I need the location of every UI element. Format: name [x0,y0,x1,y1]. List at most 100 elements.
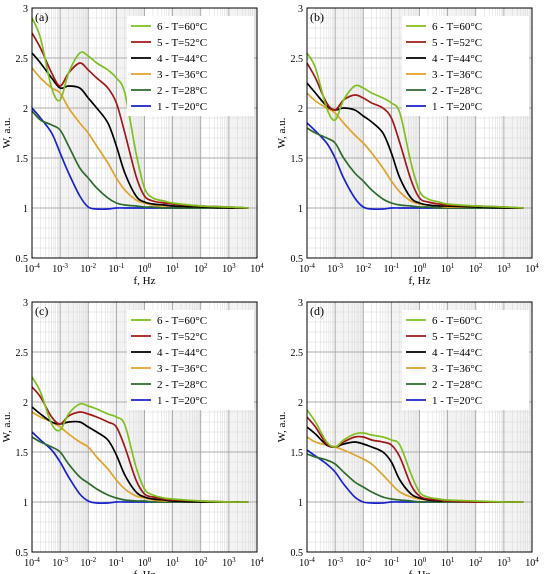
legend-entry: 6 - T=60°C [432,315,482,327]
x-tick-label: 104 [250,556,264,569]
x-tick-label: 102 [469,262,483,275]
x-tick-label: 10-4 [299,556,315,569]
grid-band [60,8,89,258]
x-tick-label: 10-1 [383,556,399,569]
y-tick-label: 0.5 [16,254,29,265]
legend-entry: 6 - T=60°C [157,315,207,327]
series-line [31,32,249,209]
y-tick-label: 2 [23,398,28,409]
x-tick-label: 101 [441,262,455,275]
legend-entry: 1 - T=20°C [432,395,482,407]
legend-entry: 1 - T=20°C [157,395,207,407]
y-tick-label: 2.5 [16,348,29,359]
panel-label: (a) [35,10,48,24]
x-tick-label: 10-3 [327,262,343,275]
y-tick-label: 1 [298,204,303,215]
y-tick-label: 1 [298,498,303,509]
y-tick-label: 2 [23,104,28,115]
legend-entry: 6 - T=60°C [157,21,207,33]
x-tick-label: 10-4 [299,262,315,275]
y-tick-label: 1.5 [16,154,29,165]
x-axis-label: f, Hz [134,569,156,574]
x-tick-label: 100 [413,262,427,275]
series-line [306,92,524,209]
legend-entry: 1 - T=20°C [432,101,482,113]
chart-panel: 0.5 1 1.5 2 2.5 3 10-4 10-3 10-2 10-1 100 101 102 103… [1,4,264,287]
y-tick-label: 1.5 [291,154,304,165]
x-tick-label: 10-2 [80,262,96,275]
x-tick-label: 10-2 [80,556,96,569]
series-line [31,376,249,503]
y-tick-label: 0.5 [291,548,304,559]
x-tick-label: 10-1 [108,262,124,275]
chart-panel: 0.5 1 1.5 2 2.5 3 10-4 10-3 10-2 10-1 100 101 102 103… [276,298,539,574]
series-line [306,52,524,209]
y-tick-label: 3 [298,4,303,15]
plot-frame [31,301,258,553]
series-line [306,409,524,503]
y-tick-label: 1 [23,204,28,215]
x-tick-label: 10-1 [108,556,124,569]
x-axis-label: f, Hz [409,275,431,287]
y-axis-label: W, a.u. [1,117,13,148]
plot-frame [306,301,533,553]
x-tick-label: 10-3 [52,262,68,275]
y-tick-label: 2.5 [291,54,304,65]
y-tick-label: 2.5 [291,348,304,359]
series-line [306,62,524,209]
legend-entry: 1 - T=20°C [157,101,207,113]
panel-label: (c) [35,304,48,318]
x-tick-label: 100 [413,556,427,569]
x-tick-label: 103 [222,556,236,569]
legend-entry: 4 - T=44°C [432,53,482,65]
x-tick-label: 102 [469,556,483,569]
x-tick-label: 100 [138,262,152,275]
series-line [31,436,249,503]
legend-box [402,310,529,410]
y-tick-label: 1 [23,498,28,509]
y-axis-label: W, a.u. [276,117,288,148]
y-tick-label: 1.5 [16,448,29,459]
plot-frame [306,7,533,259]
plot-frame [31,7,258,259]
series-line [31,17,249,209]
legend-entry: 5 - T=52°C [157,37,207,49]
y-tick-label: 3 [23,4,28,15]
x-tick-label: 104 [525,262,539,275]
legend-box [402,16,529,116]
x-tick-label: 102 [194,262,208,275]
x-axis-label: f, Hz [134,275,156,287]
y-tick-label: 1.5 [291,448,304,459]
x-tick-label: 10-2 [355,262,371,275]
y-tick-label: 2 [298,104,303,115]
chart-panel: 0.5 1 1.5 2 2.5 3 10-4 10-3 10-2 10-1 100 101 102 103… [1,298,264,574]
series-line [31,386,249,503]
legend-entry: 3 - T=36°C [432,363,482,375]
x-tick-label: 10-3 [52,556,68,569]
x-tick-label: 101 [166,556,180,569]
x-tick-label: 100 [138,556,152,569]
grid-band [335,302,364,552]
x-tick-label: 101 [166,262,180,275]
y-axis-label: W, a.u. [1,411,13,442]
grid-band [60,302,89,552]
legend-entry: 4 - T=44°C [432,347,482,359]
y-tick-label: 3 [23,298,28,309]
legend-entry: 5 - T=52°C [432,37,482,49]
x-tick-label: 102 [194,556,208,569]
x-tick-label: 104 [250,262,264,275]
x-tick-label: 103 [497,262,511,275]
legend-entry: 6 - T=60°C [432,21,482,33]
x-tick-label: 10-3 [327,556,343,569]
y-axis-label: W, a.u. [276,411,288,442]
chart-panel: 0.5 1 1.5 2 2.5 3 10-4 10-3 10-2 10-1 100 101 102 103… [276,4,539,287]
legend-box [127,16,254,116]
y-tick-label: 2.5 [16,54,29,65]
legend-entry: 2 - T=28°C [157,85,207,97]
grid-band [335,8,364,258]
legend-entry: 2 - T=28°C [432,379,482,391]
x-axis-label: f, Hz [409,569,431,574]
legend-entry: 4 - T=44°C [157,347,207,359]
x-tick-label: 10-4 [24,556,40,569]
